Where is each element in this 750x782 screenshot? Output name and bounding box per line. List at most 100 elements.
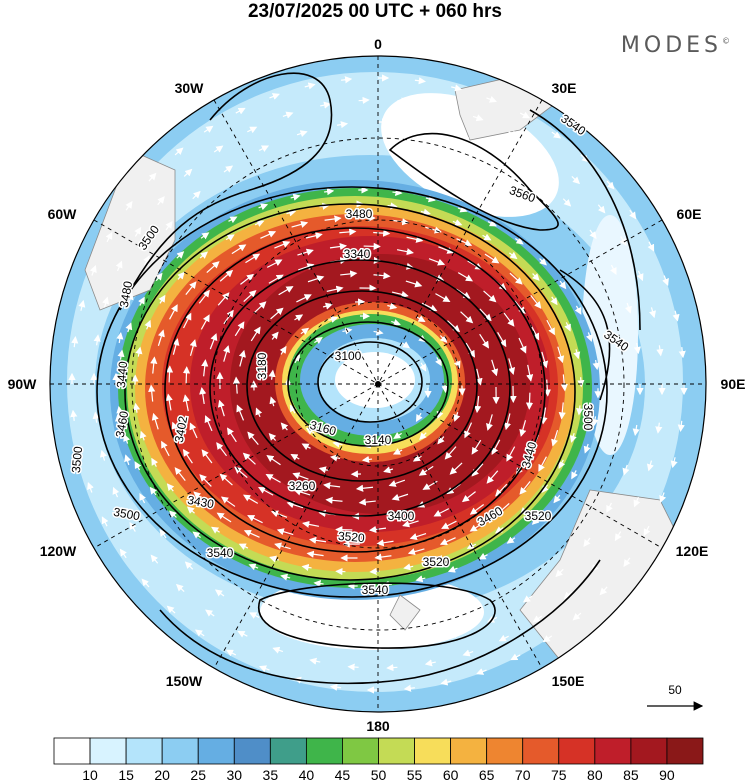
- wind-vector: [583, 537, 591, 548]
- wind-vector: [209, 333, 218, 350]
- wind-vector: [286, 501, 304, 509]
- wind-vector: [471, 439, 482, 455]
- wind-vector: [508, 358, 516, 375]
- contour-label: 3540: [362, 583, 389, 597]
- wind-vector: [247, 126, 258, 134]
- wind-vector: [199, 386, 207, 405]
- contour-label: 3540: [207, 546, 234, 560]
- contour-3180: [246, 290, 478, 482]
- wind-vector: [247, 515, 263, 524]
- wind-vector: [646, 460, 654, 472]
- wind-vector: [496, 502, 510, 515]
- wind-vector: [659, 492, 667, 503]
- wind-vector: [158, 294, 166, 304]
- wind-vector: [199, 251, 209, 259]
- wind-vector: [478, 552, 488, 560]
- wind-vector: [670, 457, 678, 469]
- speed-band-edge: [50, 56, 706, 712]
- wind-vector: [632, 424, 640, 437]
- wind-vector: [78, 299, 86, 311]
- wind-vector: [254, 220, 265, 227]
- wind-vector: [462, 649, 474, 657]
- wind-vector: [553, 494, 561, 504]
- wind-vector: [633, 496, 641, 508]
- wind-vector: [292, 472, 309, 480]
- wind-vector: [204, 415, 213, 432]
- wind-vector: [526, 364, 534, 382]
- wind-vector: [558, 459, 566, 469]
- wind-vector: [672, 310, 680, 322]
- wind-vector: [165, 393, 173, 411]
- colorbar-tick-label: 15: [118, 767, 134, 782]
- wind-vector: [435, 357, 442, 367]
- wind-vector: [280, 422, 289, 431]
- wind-vector: [381, 580, 392, 588]
- colorbar-swatch: [666, 737, 704, 765]
- meridian-60: [93, 219, 663, 549]
- wind-vector: [415, 575, 426, 583]
- colorbar-swatch: [197, 737, 235, 765]
- wind-vector: [134, 461, 142, 471]
- lon-label-60w: 60W: [48, 206, 78, 222]
- colorbar-swatch: [161, 737, 199, 765]
- wind-vector: [307, 275, 325, 283]
- wind-vector: [255, 354, 263, 364]
- wind-vector: [563, 591, 573, 600]
- wind-vector: [577, 377, 585, 388]
- wind-vector: [418, 122, 431, 130]
- contour-label: 3460: [113, 410, 131, 439]
- contour-label: 3520: [423, 555, 450, 569]
- wind-vector: [358, 96, 370, 104]
- contour-3560: [388, 132, 559, 231]
- wind-vector: [387, 302, 398, 310]
- wind-vector: [403, 684, 415, 692]
- contour-3100: [317, 341, 423, 423]
- wind-vector: [519, 420, 527, 437]
- wind-vector: [161, 440, 170, 457]
- map-title: 23/07/2025 00 UTC + 060 hrs: [247, 1, 503, 22]
- wind-vector: [433, 508, 450, 517]
- wind-vector: [388, 479, 406, 487]
- colorbar-swatch: [305, 737, 343, 765]
- wind-vector: [391, 290, 409, 298]
- wind-vector: [483, 290, 497, 303]
- wind-vector: [297, 248, 314, 256]
- colorbar: 10 15 20 25 30 35 40 45 50 55 60 65 70 75 80 85 90: [53, 737, 704, 782]
- colorbar-swatch: [233, 737, 271, 765]
- wind-vector: [258, 145, 270, 152]
- wind-vector: [125, 200, 133, 211]
- wind-vector: [175, 583, 185, 592]
- colorbar-tick-label: 40: [299, 767, 315, 782]
- wind-vector: [341, 76, 353, 84]
- wind-vector: [253, 301, 267, 314]
- south-pole-dot: [375, 381, 381, 387]
- wind-vector: [139, 430, 147, 441]
- wind-vector: [115, 413, 123, 426]
- wind-vector: [203, 125, 214, 133]
- wind-vector: [298, 263, 315, 271]
- wind-vector: [518, 337, 527, 354]
- wind-vector: [551, 131, 562, 139]
- wind-vector: [444, 446, 457, 460]
- colorbar-swatch: [486, 737, 524, 765]
- map-disk: [50, 56, 706, 712]
- wind-vector: [223, 345, 230, 362]
- wind-vector: [183, 168, 193, 177]
- wind-vector: [519, 111, 531, 119]
- wind-vector: [439, 335, 448, 343]
- wind-vector: [633, 342, 641, 355]
- wind-vector: [219, 473, 233, 486]
- wind-vector: [117, 349, 125, 360]
- wind-vector: [329, 683, 342, 691]
- wind-vector: [540, 407, 548, 425]
- wind-vector: [268, 274, 284, 284]
- wind-vector: [286, 209, 297, 217]
- wind-vector: [506, 536, 516, 544]
- wind-vector: [576, 405, 584, 416]
- contour-label: 3480: [346, 207, 373, 221]
- contour-label: 3340: [344, 247, 371, 261]
- wind-vector: [305, 232, 323, 240]
- wind-vector: [482, 233, 492, 241]
- wind-vector: [391, 319, 401, 326]
